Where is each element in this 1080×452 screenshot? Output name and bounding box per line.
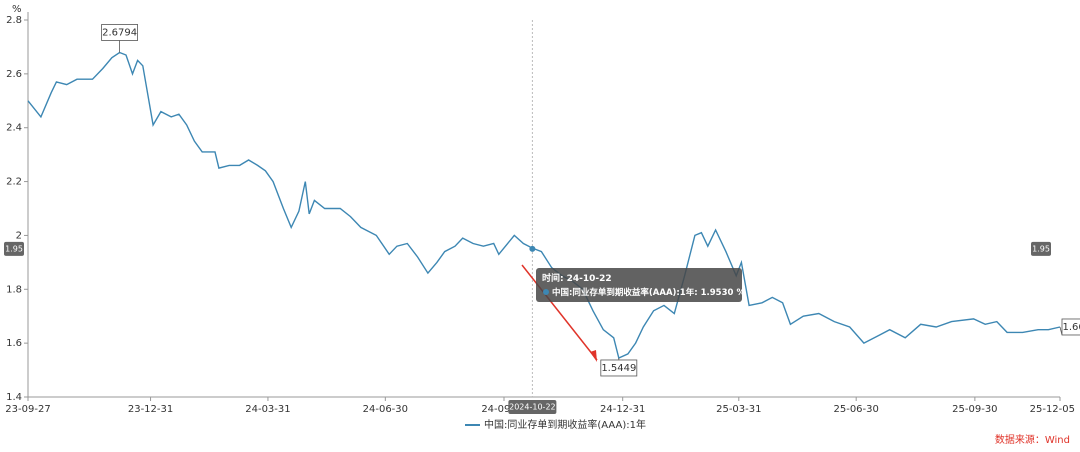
crosshair-point — [529, 245, 536, 252]
y-tick-label: 2.8 — [6, 15, 22, 26]
legend-label: 中国:同业存单到期收益率(AAA):1年 — [484, 418, 646, 431]
tooltip-text: 24-10-22 — [567, 274, 612, 284]
x-tick-label: 24-09-30 — [481, 404, 526, 415]
value-label-box — [600, 359, 638, 377]
y-badge — [4, 241, 24, 256]
y-tick-label: 1.4 — [6, 392, 22, 403]
tooltip-text: 1.9530 — [701, 288, 734, 298]
y-badge — [1031, 241, 1051, 256]
tooltip: 时间: 24-10-22 中国:同业存单到期收益率(AAA):1年: 1.9530% — [536, 268, 745, 302]
value-label: 1.6600 — [1063, 322, 1080, 333]
value-label: 2.6794 — [102, 27, 137, 38]
y-tick-label: 1.8 — [6, 284, 22, 295]
value-label-box — [1061, 318, 1080, 336]
tooltip-text: % — [736, 288, 745, 298]
x-tick-label: 23-09-27 — [5, 404, 50, 415]
x-tick-label: 25-09-30 — [952, 404, 997, 415]
y-tick-label: 2.6 — [6, 69, 22, 80]
series-line — [27, 51, 1061, 359]
source: 数据来源：Wind — [995, 433, 1070, 446]
x-tick-label: 23-12-31 — [128, 404, 173, 415]
y-tick-label: 2.4 — [6, 123, 22, 134]
x-tick-label: 24-06-30 — [363, 404, 408, 415]
tooltip-dot — [543, 289, 549, 295]
x-tick-label: 24-03-31 — [245, 404, 290, 415]
x-badge-label: 2024-10-22 — [509, 403, 556, 412]
x-badge — [508, 400, 557, 414]
value-label-box — [101, 24, 138, 41]
y-tick-label: 2 — [16, 230, 22, 241]
tooltip-series: 中国:同业存单到期收益率(AAA):1年: 1.9530% — [552, 287, 745, 298]
value-label: 1.5449 — [601, 363, 636, 374]
x-tick-label: 25-03-31 — [716, 404, 761, 415]
x-tick-label: 24-12-31 — [600, 404, 645, 415]
y-badge-label: 1.95 — [1032, 244, 1050, 253]
tooltip-time: 时间: 24-10-22 — [542, 272, 612, 284]
tooltip-text: 时间: — [542, 272, 564, 284]
x-tick-label: 25-06-30 — [833, 404, 878, 415]
x-tick-label: 25-12-05 — [1030, 404, 1075, 415]
y-unit: % — [12, 4, 22, 15]
tooltip-box — [536, 268, 742, 302]
y-badge-label: 1.95 — [5, 244, 23, 253]
arrow-head — [590, 350, 597, 362]
arrow — [521, 264, 598, 361]
y-tick-label: 1.6 — [6, 338, 22, 349]
y-tick-label: 2.2 — [6, 177, 22, 188]
tooltip-text: 中国:同业存单到期收益率(AAA):1年: — [552, 287, 698, 298]
